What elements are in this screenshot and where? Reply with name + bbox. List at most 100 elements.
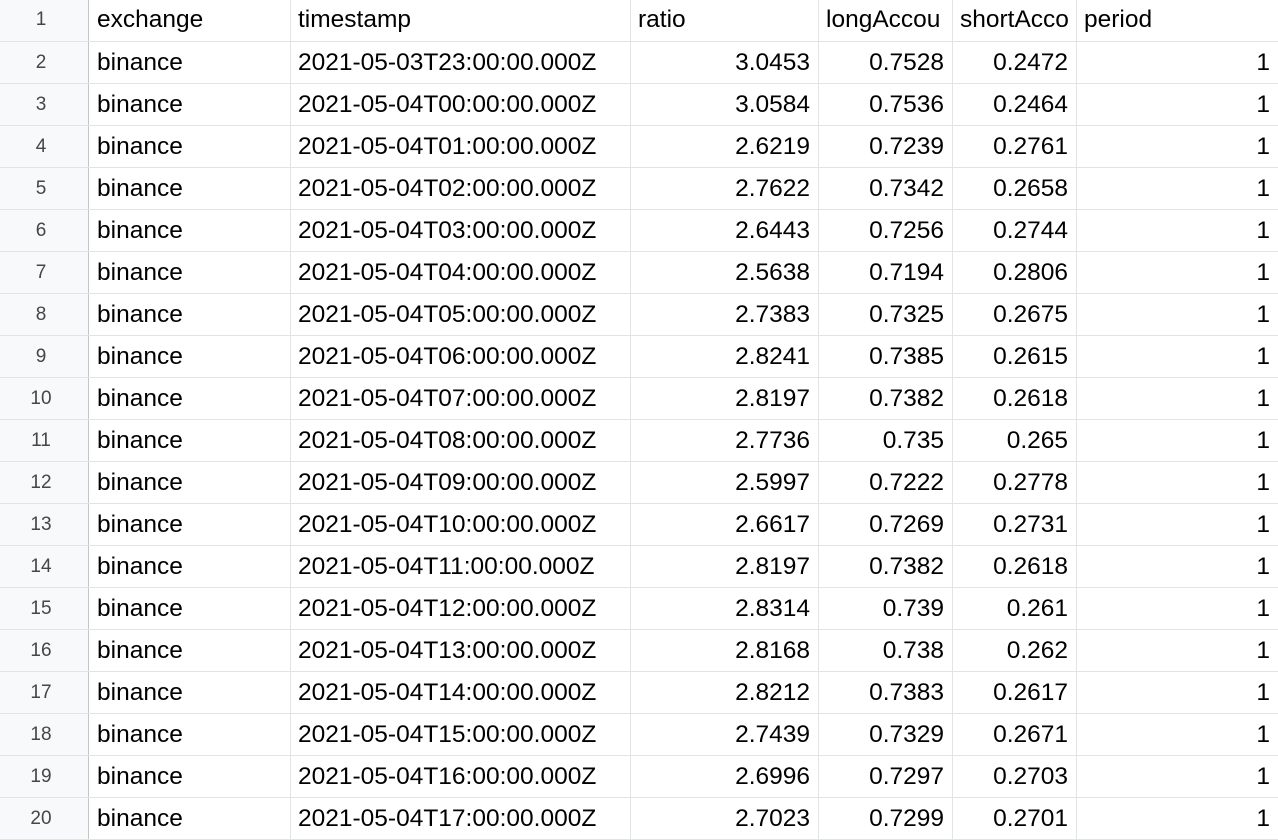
row-number[interactable]: 18	[0, 714, 89, 755]
cell-timestamp[interactable]: 2021-05-04T14:00:00.000Z	[291, 672, 631, 713]
row-number[interactable]: 20	[0, 798, 89, 839]
cell-long-account[interactable]: 0.7256	[819, 210, 953, 251]
cell-ratio[interactable]: 2.6443	[631, 210, 819, 251]
row-number[interactable]: 17	[0, 672, 89, 713]
row-number[interactable]: 14	[0, 546, 89, 587]
cell-long-account[interactable]: 0.738	[819, 630, 953, 671]
cell-ratio[interactable]: 2.7439	[631, 714, 819, 755]
cell-exchange[interactable]: binance	[89, 462, 291, 503]
cell-short-account[interactable]: 0.2806	[953, 252, 1077, 293]
row-number[interactable]: 19	[0, 756, 89, 797]
cell-ratio[interactable]: 2.5638	[631, 252, 819, 293]
row-number[interactable]: 6	[0, 210, 89, 251]
cell-short-account[interactable]: 0.2658	[953, 168, 1077, 209]
cell-short-account[interactable]: 0.262	[953, 630, 1077, 671]
cell-timestamp[interactable]: 2021-05-04T00:00:00.000Z	[291, 84, 631, 125]
cell-timestamp[interactable]: 2021-05-04T16:00:00.000Z	[291, 756, 631, 797]
cell-period[interactable]: 1	[1256, 217, 1270, 244]
cell-exchange[interactable]: binance	[89, 420, 291, 461]
cell-period[interactable]: 1	[1256, 385, 1270, 412]
cell-long-account[interactable]: 0.7239	[819, 126, 953, 167]
cell-long-account[interactable]: 0.7269	[819, 504, 953, 545]
cell-period[interactable]: 1	[1256, 553, 1270, 580]
column-header-long-account[interactable]: longAccou	[819, 0, 953, 41]
cell-exchange[interactable]: binance	[89, 294, 291, 335]
cell-timestamp[interactable]: 2021-05-04T17:00:00.000Z	[291, 798, 631, 839]
cell-short-account[interactable]: 0.2703	[953, 756, 1077, 797]
cell-timestamp[interactable]: 2021-05-03T23:00:00.000Z	[291, 42, 631, 83]
cell-ratio[interactable]: 2.8197	[631, 546, 819, 587]
cell-short-account[interactable]: 0.2472	[953, 42, 1077, 83]
cell-period[interactable]: 1	[1256, 343, 1270, 370]
cell-exchange[interactable]: binance	[89, 798, 291, 839]
cell-long-account[interactable]: 0.7382	[819, 378, 953, 419]
cell-short-account[interactable]: 0.2731	[953, 504, 1077, 545]
cell-exchange[interactable]: binance	[89, 252, 291, 293]
cell-timestamp[interactable]: 2021-05-04T05:00:00.000Z	[291, 294, 631, 335]
cell-exchange[interactable]: binance	[89, 672, 291, 713]
row-number[interactable]: 9	[0, 336, 89, 377]
cell-long-account[interactable]: 0.7222	[819, 462, 953, 503]
cell-exchange[interactable]: binance	[89, 168, 291, 209]
column-header-period[interactable]: period	[1084, 6, 1153, 33]
cell-long-account[interactable]: 0.7299	[819, 798, 953, 839]
cell-long-account[interactable]: 0.7325	[819, 294, 953, 335]
row-number[interactable]: 8	[0, 294, 89, 335]
cell-short-account[interactable]: 0.2744	[953, 210, 1077, 251]
cell-period[interactable]: 1	[1256, 721, 1270, 748]
cell-ratio[interactable]: 2.8241	[631, 336, 819, 377]
cell-timestamp[interactable]: 2021-05-04T11:00:00.000Z	[291, 546, 631, 587]
cell-short-account[interactable]: 0.2701	[953, 798, 1077, 839]
cell-ratio[interactable]: 2.6617	[631, 504, 819, 545]
cell-ratio[interactable]: 2.8168	[631, 630, 819, 671]
cell-long-account[interactable]: 0.7383	[819, 672, 953, 713]
cell-timestamp[interactable]: 2021-05-04T12:00:00.000Z	[291, 588, 631, 629]
cell-period[interactable]: 1	[1256, 49, 1270, 76]
cell-timestamp[interactable]: 2021-05-04T13:00:00.000Z	[291, 630, 631, 671]
cell-long-account[interactable]: 0.7342	[819, 168, 953, 209]
row-number[interactable]: 10	[0, 378, 89, 419]
row-number[interactable]: 12	[0, 462, 89, 503]
cell-long-account[interactable]: 0.7329	[819, 714, 953, 755]
row-number[interactable]: 3	[0, 84, 89, 125]
cell-short-account[interactable]: 0.2618	[953, 378, 1077, 419]
cell-exchange[interactable]: binance	[89, 756, 291, 797]
cell-long-account[interactable]: 0.7194	[819, 252, 953, 293]
cell-timestamp[interactable]: 2021-05-04T08:00:00.000Z	[291, 420, 631, 461]
row-number[interactable]: 15	[0, 588, 89, 629]
column-header-short-account[interactable]: shortAcco	[953, 0, 1077, 41]
cell-timestamp[interactable]: 2021-05-04T04:00:00.000Z	[291, 252, 631, 293]
cell-period[interactable]: 1	[1256, 259, 1270, 286]
cell-period[interactable]: 1	[1256, 469, 1270, 496]
cell-ratio[interactable]: 2.7023	[631, 798, 819, 839]
cell-exchange[interactable]: binance	[89, 42, 291, 83]
cell-ratio[interactable]: 2.6219	[631, 126, 819, 167]
cell-exchange[interactable]: binance	[89, 210, 291, 251]
cell-exchange[interactable]: binance	[89, 84, 291, 125]
cell-ratio[interactable]: 3.0584	[631, 84, 819, 125]
cell-exchange[interactable]: binance	[89, 378, 291, 419]
cell-short-account[interactable]: 0.265	[953, 420, 1077, 461]
cell-exchange[interactable]: binance	[89, 714, 291, 755]
cell-period[interactable]: 1	[1256, 175, 1270, 202]
row-number[interactable]: 5	[0, 168, 89, 209]
cell-short-account[interactable]: 0.2617	[953, 672, 1077, 713]
cell-long-account[interactable]: 0.739	[819, 588, 953, 629]
cell-ratio[interactable]: 2.7383	[631, 294, 819, 335]
cell-short-account[interactable]: 0.261	[953, 588, 1077, 629]
column-header-ratio[interactable]: ratio	[631, 0, 819, 41]
cell-period[interactable]: 1	[1256, 805, 1270, 832]
row-number[interactable]: 1	[0, 0, 89, 41]
cell-exchange[interactable]: binance	[89, 504, 291, 545]
cell-period[interactable]: 1	[1256, 427, 1270, 454]
cell-timestamp[interactable]: 2021-05-04T01:00:00.000Z	[291, 126, 631, 167]
cell-long-account[interactable]: 0.735	[819, 420, 953, 461]
row-number[interactable]: 13	[0, 504, 89, 545]
cell-timestamp[interactable]: 2021-05-04T06:00:00.000Z	[291, 336, 631, 377]
cell-long-account[interactable]: 0.7297	[819, 756, 953, 797]
cell-period[interactable]: 1	[1256, 595, 1270, 622]
cell-period[interactable]: 1	[1256, 511, 1270, 538]
cell-timestamp[interactable]: 2021-05-04T09:00:00.000Z	[291, 462, 631, 503]
cell-ratio[interactable]: 3.0453	[631, 42, 819, 83]
cell-timestamp[interactable]: 2021-05-04T07:00:00.000Z	[291, 378, 631, 419]
